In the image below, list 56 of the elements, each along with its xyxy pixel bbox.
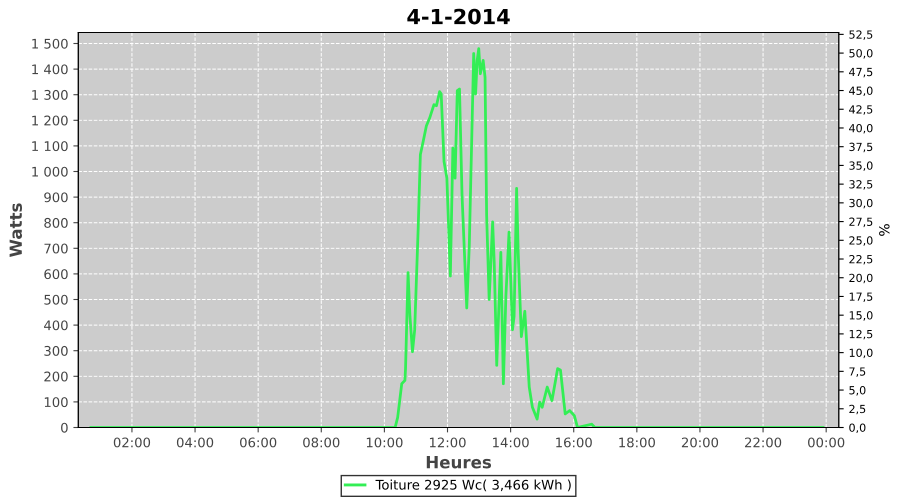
y-axis-title: Watts <box>10 203 22 257</box>
y-tick-label: 1 500 <box>32 38 68 49</box>
x-tick-label: 06:00 <box>240 437 276 448</box>
x-tick-label: 22:00 <box>745 437 782 448</box>
y2-tick-label: 25,0 <box>849 236 873 246</box>
x-axis-title: Heures <box>426 456 492 468</box>
x-tick-label: 16:00 <box>556 437 592 448</box>
y-tick-label: 1 000 <box>32 166 68 177</box>
x-tick-label: 12:00 <box>430 437 466 448</box>
x-tick-label: 08:00 <box>303 437 340 448</box>
y-tick-label: 500 <box>44 294 68 305</box>
x-tick-label: 20:00 <box>682 437 718 448</box>
line-series <box>90 47 824 428</box>
y-tick-label: 400 <box>44 320 68 330</box>
y2-tick-label: 20,0 <box>849 274 873 284</box>
y2-tick-label: 37,5 <box>849 142 872 152</box>
y2-tick-label: 7,5 <box>849 367 866 377</box>
y2-tick-label: 27,5 <box>849 218 872 228</box>
x-tick-label: 02:00 <box>114 437 150 448</box>
y2-tick-label: 12,5 <box>850 330 872 340</box>
y-tick-label: 100 <box>44 397 68 408</box>
y2-tick-label: 5,0 <box>849 386 866 396</box>
x-tick-label: 10:00 <box>366 437 403 448</box>
y2-tick-label: 2,5 <box>849 404 866 414</box>
y2-tick-label: 0,0 <box>849 423 866 434</box>
x-tick-label: 04:00 <box>176 437 214 448</box>
y-tick-label: 800 <box>44 218 68 228</box>
y-tick-label: 0 <box>61 422 68 433</box>
y2-tick-label: 52,5 <box>849 30 872 40</box>
y2-tick-label: 35,0 <box>849 161 873 171</box>
y2-tick-label: 50,0 <box>849 49 873 59</box>
y-tick-label: 1 300 <box>32 90 68 100</box>
y-tick-label: 200 <box>44 372 68 382</box>
x-tick-label: 00:00 <box>808 437 844 448</box>
y-tick-label: 900 <box>44 192 68 202</box>
y2-tick-label: 40,0 <box>849 124 873 134</box>
y2-tick-label: 32,5 <box>849 180 872 190</box>
y2-tick-label: 30,0 <box>849 198 873 208</box>
y-tick-label: 1 200 <box>32 116 68 126</box>
y2-tick-label: 45,0 <box>849 86 873 96</box>
y2-tick-label: 22,5 <box>849 254 872 265</box>
y2-axis-title: % <box>879 224 890 236</box>
y-tick-label: 1 100 <box>32 141 68 152</box>
y2-tick-label: 10,0 <box>850 348 873 358</box>
y2-tick-label: 47,5 <box>849 68 872 78</box>
y2-tick-label: 42,5 <box>849 105 872 115</box>
y-tick-label: 700 <box>44 244 68 254</box>
x-tick-label: 18:00 <box>619 437 655 448</box>
y2-tick-label: 15,0 <box>850 311 873 321</box>
y-tick-label: 1 400 <box>32 64 68 74</box>
y-tick-label: 300 <box>44 346 68 356</box>
y-tick-label: 600 <box>44 269 68 280</box>
x-tick-label: 14:00 <box>493 437 529 448</box>
chart-title: 4-1-2014 <box>407 8 510 24</box>
y2-tick-label: 17,5 <box>850 292 872 302</box>
legend-label: Toiture 2925 Wc( 3,466 kWh ) <box>376 480 571 492</box>
